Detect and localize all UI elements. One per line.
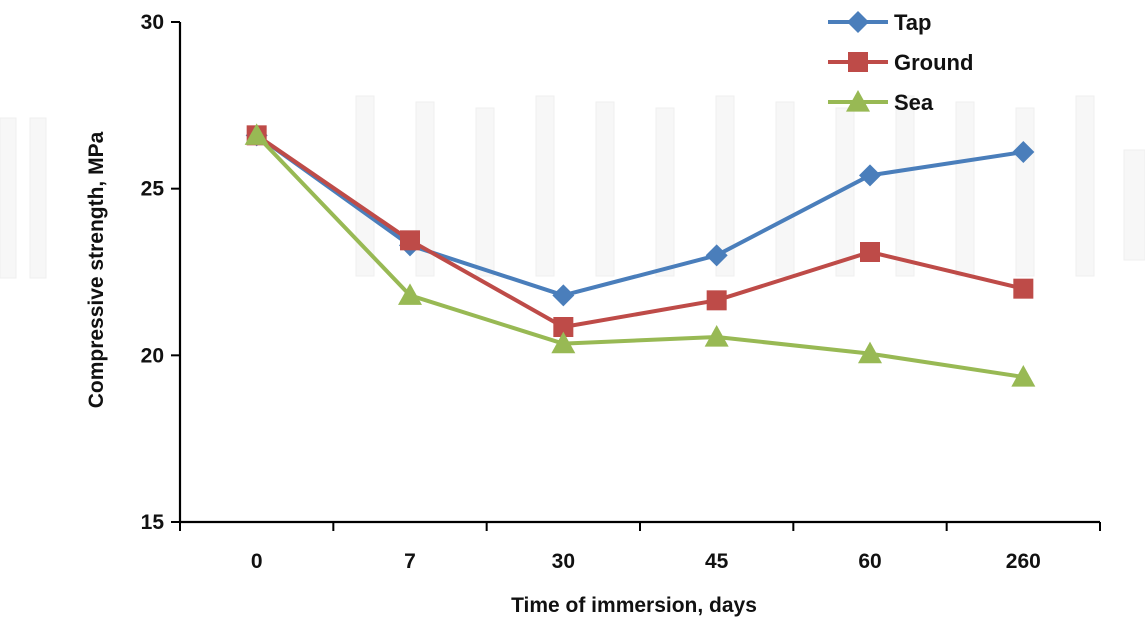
x-tick-label: 0 (251, 550, 263, 573)
legend-item-sea: Sea (828, 90, 934, 115)
data-point (706, 290, 727, 311)
x-ticks: 0 7 30 45 60 260 (179, 522, 1101, 573)
watermark-bar (1123, 149, 1145, 261)
watermark-bar (475, 107, 495, 277)
y-tick-label: 30 (141, 11, 164, 34)
legend-item-ground: Ground (828, 50, 973, 75)
x-tick-label: 30 (552, 550, 575, 573)
data-point (398, 283, 422, 305)
watermark-bar (715, 95, 735, 277)
y-tick-label: 20 (141, 344, 164, 367)
data-point (244, 123, 269, 145)
y-tick-label: 25 (141, 178, 165, 201)
x-tick-label: 60 (858, 550, 881, 573)
data-point (553, 317, 574, 337)
y-ticks: 15 20 25 30 (141, 11, 180, 534)
data-point (860, 242, 880, 262)
watermark-bar (29, 117, 47, 279)
x-tick-label: 260 (1006, 550, 1041, 573)
axes: 15 20 25 30 0 7 30 45 60 260 (141, 11, 1101, 573)
legend: Tap Ground Sea (828, 10, 973, 115)
watermark-bar (0, 117, 17, 279)
watermark-bar (955, 101, 975, 277)
data-point (551, 331, 576, 354)
watermark-bar (355, 95, 375, 277)
legend-label: Ground (894, 50, 973, 75)
watermark-bar (655, 107, 675, 277)
data-point (1013, 278, 1034, 299)
series-line (255, 133, 1024, 298)
series-sea (244, 123, 1036, 387)
watermark-bar (535, 95, 555, 277)
legend-label: Tap (894, 10, 931, 35)
y-tick-label: 15 (141, 511, 165, 534)
watermark-bar (415, 101, 435, 277)
data-point (1011, 365, 1036, 387)
data-point (705, 244, 728, 267)
legend-marker (847, 11, 869, 33)
legend-label: Sea (894, 90, 934, 115)
data-point (552, 284, 575, 307)
series-line (255, 133, 1024, 329)
watermark-bar (1075, 95, 1095, 277)
series-line (255, 133, 1024, 379)
x-tick-label: 7 (404, 550, 416, 573)
series-layer (244, 123, 1036, 387)
watermark-bar (595, 101, 615, 277)
legend-marker (846, 90, 870, 112)
data-point (858, 341, 882, 364)
data-point (400, 230, 420, 251)
x-axis-title: Time of immersion, days (511, 594, 757, 617)
watermark-bar (775, 101, 795, 277)
data-point (859, 164, 881, 187)
x-tick-label: 45 (705, 550, 729, 573)
series-ground (246, 125, 1034, 337)
watermark-bar (895, 95, 915, 277)
watermark-bar (1015, 107, 1035, 277)
legend-item-tap: Tap (828, 10, 931, 35)
watermark-bars (0, 95, 1145, 279)
legend-marker (848, 52, 868, 72)
y-axis-title: Compressive strength, MPa (85, 131, 108, 408)
data-point (704, 325, 729, 347)
data-point (1012, 141, 1035, 163)
